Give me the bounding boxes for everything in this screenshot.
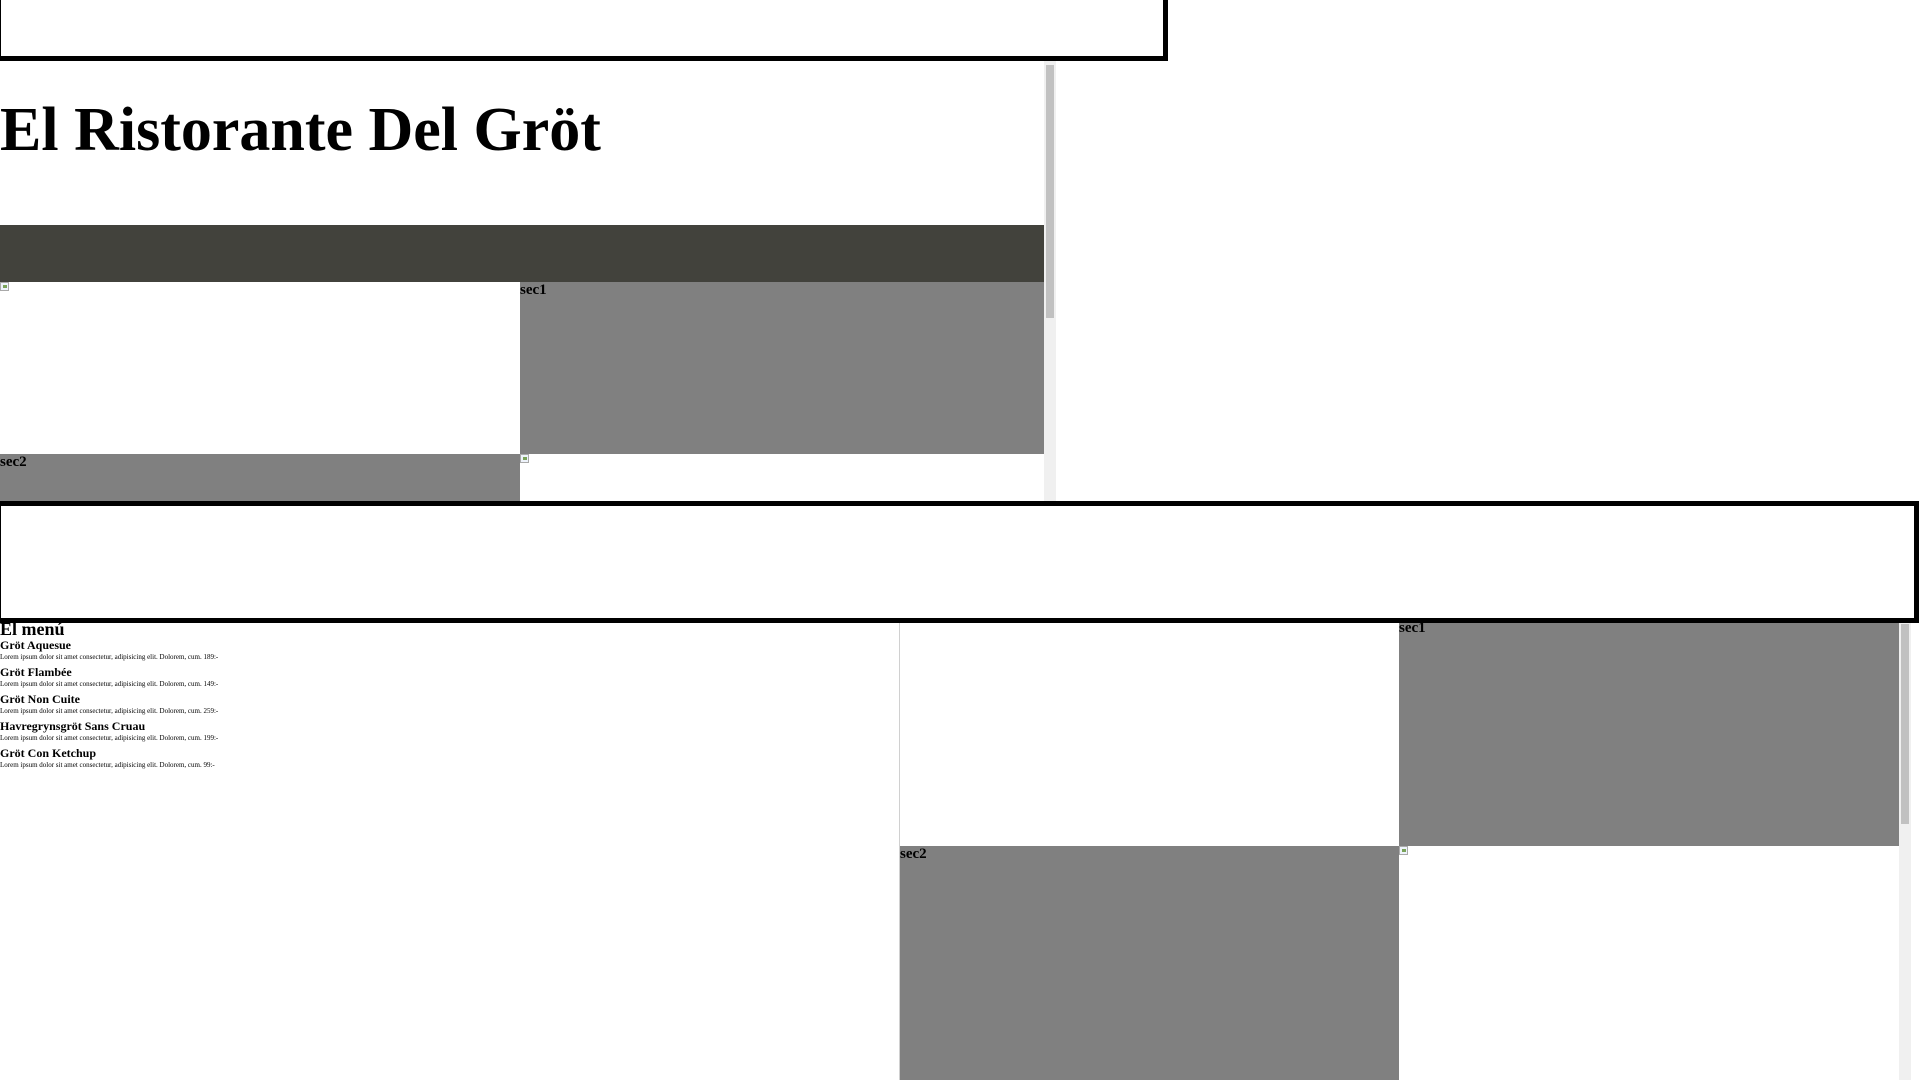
section-image-2 bbox=[1399, 846, 1899, 1080]
section-1: sec1 bbox=[520, 282, 1044, 454]
broken-image-icon bbox=[0, 282, 9, 291]
broken-image-icon bbox=[1399, 846, 1408, 855]
section-image-1 bbox=[900, 620, 1399, 846]
broken-image-icon bbox=[520, 454, 529, 463]
section-image-2 bbox=[520, 454, 1044, 501]
menu-item-name: Havregrynsgröt Sans Cruau bbox=[0, 719, 146, 733]
menu-item: Gröt Aquesue Lorem ipsum dolor sit amet … bbox=[0, 638, 895, 663]
navbar bbox=[0, 225, 1044, 282]
scrollbar-thumb[interactable] bbox=[1046, 65, 1054, 318]
section-2: sec2 bbox=[900, 846, 1399, 1080]
menu-item-desc: Lorem ipsum dolor sit amet consectetur, … bbox=[0, 761, 215, 769]
menu-item-name: Gröt Flambée bbox=[0, 665, 72, 679]
menu-item-name: Gröt Con Ketchup bbox=[0, 746, 96, 760]
section-label: sec1 bbox=[520, 282, 547, 298]
section-label: sec2 bbox=[900, 846, 927, 862]
site-title: El Ristorante Del Gröt bbox=[0, 96, 601, 164]
page-view-top: El Ristorante Del Gröt sec1 sec2 bbox=[0, 61, 1056, 501]
section-2: sec2 bbox=[0, 454, 520, 501]
menu-item-name: Gröt Non Cuite bbox=[0, 692, 80, 706]
menu-item: Gröt Non Cuite Lorem ipsum dolor sit ame… bbox=[0, 692, 895, 717]
menu-item-desc: Lorem ipsum dolor sit amet consectetur, … bbox=[0, 653, 219, 661]
frame-middle-bar bbox=[0, 501, 1919, 623]
menu-heading: El menú bbox=[0, 620, 65, 639]
menu-item: Gröt Flambée Lorem ipsum dolor sit amet … bbox=[0, 665, 895, 690]
page-view-bottom: El menú Gröt Aquesue Lorem ipsum dolor s… bbox=[0, 620, 1920, 1080]
column-divider bbox=[899, 620, 900, 1080]
frame-top-bar bbox=[0, 0, 1168, 61]
menu-section: El menú Gröt Aquesue Lorem ipsum dolor s… bbox=[0, 620, 895, 1080]
menu-item-desc: Lorem ipsum dolor sit amet consectetur, … bbox=[0, 707, 219, 715]
menu-item-desc: Lorem ipsum dolor sit amet consectetur, … bbox=[0, 680, 219, 688]
menu-item-desc: Lorem ipsum dolor sit amet consectetur, … bbox=[0, 734, 219, 742]
section-label: sec2 bbox=[0, 454, 27, 470]
scrollbar-thumb[interactable] bbox=[1901, 624, 1909, 824]
section-label: sec1 bbox=[1399, 620, 1426, 636]
menu-item-name: Gröt Aquesue bbox=[0, 638, 72, 652]
section-image-1 bbox=[0, 282, 520, 454]
section-1: sec1 bbox=[1399, 620, 1899, 846]
menu-item: Gröt Con Ketchup Lorem ipsum dolor sit a… bbox=[0, 746, 895, 771]
menu-item: Havregrynsgröt Sans Cruau Lorem ipsum do… bbox=[0, 719, 895, 744]
